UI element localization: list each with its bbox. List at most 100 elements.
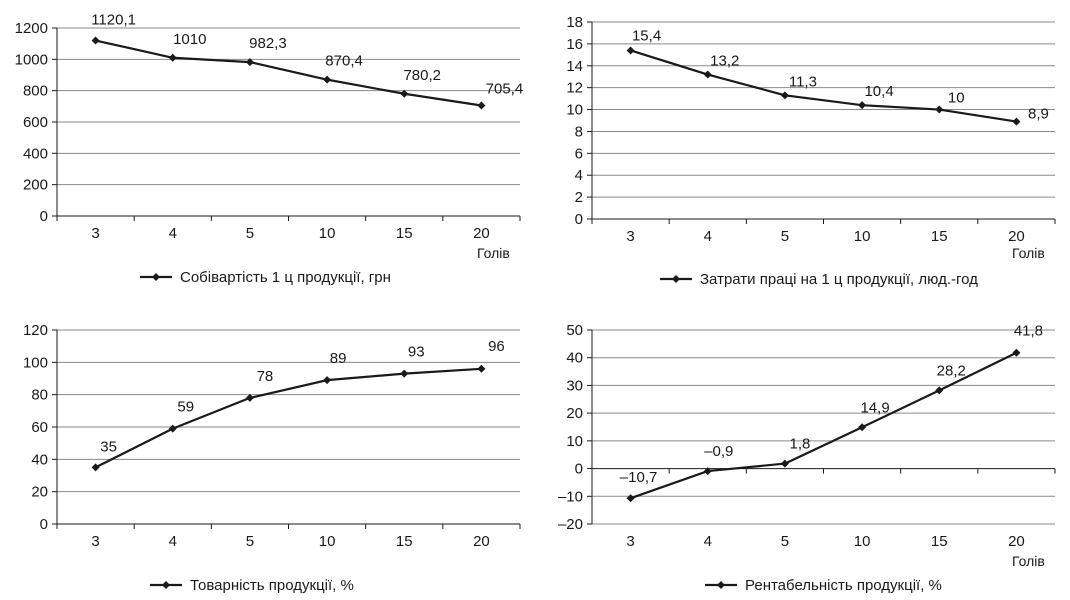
x-tick-label: 3 — [91, 225, 99, 242]
y-tick-label: 400 — [23, 145, 48, 162]
legend-label: Затрати праці на 1 ц продукції, люд.-год — [700, 271, 978, 288]
y-tick-label: 200 — [23, 177, 48, 194]
y-tick-label: 120 — [23, 322, 48, 339]
x-tick-label: 10 — [854, 533, 871, 550]
y-tick-label: –20 — [558, 516, 583, 533]
data-point — [1012, 348, 1021, 357]
x-tick-label: 20 — [1008, 533, 1025, 550]
legend-marker — [152, 273, 160, 281]
legend-label: Товарність продукції, % — [190, 577, 354, 594]
legend: Рентабельність продукції, % — [705, 577, 942, 594]
x-tick-label: 3 — [626, 533, 634, 550]
y-tick-label: 10 — [566, 102, 583, 119]
legend-marker — [717, 581, 725, 589]
y-tick-label: 40 — [31, 451, 48, 468]
x-tick-label: 5 — [781, 228, 789, 245]
data-label: 1,8 — [789, 436, 810, 453]
y-tick-label: 0 — [40, 516, 48, 533]
data-label: 10 — [948, 90, 965, 107]
y-tick-label: 30 — [566, 377, 583, 394]
data-point — [477, 364, 486, 373]
data-point — [245, 393, 254, 402]
y-tick-label: 100 — [23, 354, 48, 371]
x-tick-label: 20 — [473, 533, 490, 550]
data-label: 93 — [408, 344, 425, 361]
data-point — [935, 105, 944, 114]
x-tick-label: 4 — [169, 225, 177, 242]
series-line — [630, 49, 1017, 123]
data-label: 780,2 — [403, 67, 441, 84]
data-label: 89 — [330, 350, 347, 367]
y-tick-label: 0 — [575, 461, 583, 478]
y-tick-label: 1000 — [15, 51, 48, 68]
y-tick-label: 4 — [575, 167, 583, 184]
chart-profitability: –20 –10 0 10 20 30 40 50 3 4 5 10 15 20 Голів –10,7 –0,9… — [558, 322, 1056, 594]
x-tick-label: 20 — [1008, 228, 1025, 245]
x-tick-label: 4 — [169, 533, 177, 550]
legend: Товарність продукції, % — [150, 577, 354, 594]
legend: Собівартість 1 ц продукції, грн — [140, 269, 391, 286]
data-label: 59 — [177, 399, 194, 416]
y-tick-label: 10 — [566, 433, 583, 450]
data-point — [477, 101, 486, 110]
y-tick-label: 1200 — [15, 20, 48, 37]
data-label: 982,3 — [249, 35, 287, 52]
y-tick-label: 800 — [23, 83, 48, 100]
data-point — [703, 70, 712, 79]
data-point — [626, 46, 635, 55]
x-tick-label: 4 — [704, 228, 712, 245]
x-tick-label: 15 — [396, 225, 413, 242]
y-tick-label: –10 — [558, 488, 583, 505]
y-tick-label: 600 — [23, 114, 48, 131]
data-point — [703, 467, 712, 476]
y-tick-label: 0 — [40, 208, 48, 225]
data-point — [91, 463, 100, 472]
y-tick-label: 6 — [575, 145, 583, 162]
data-point — [323, 376, 332, 385]
data-label: 1010 — [173, 31, 206, 48]
data-point — [245, 58, 254, 67]
legend-marker — [672, 275, 680, 283]
x-axis-title: Голів — [1012, 245, 1045, 261]
y-tick-label: 50 — [566, 322, 583, 339]
y-tick-label: 14 — [566, 58, 583, 75]
data-label: 96 — [488, 338, 505, 355]
data-label: –0,9 — [704, 443, 733, 460]
data-label: 14,9 — [860, 399, 889, 416]
data-label: –10,7 — [620, 469, 658, 486]
data-label: 15,4 — [632, 27, 661, 44]
data-label: 1120,1 — [91, 12, 136, 29]
x-tick-label: 10 — [319, 225, 336, 242]
x-tick-label: 3 — [626, 228, 634, 245]
x-tick-label: 20 — [473, 225, 490, 242]
data-point — [935, 386, 944, 395]
y-tick-label: 20 — [566, 405, 583, 422]
data-point — [400, 369, 409, 378]
data-point — [91, 36, 100, 45]
y-tick-label: 8 — [575, 123, 583, 140]
x-tick-label: 15 — [931, 228, 948, 245]
y-tick-label: 80 — [31, 387, 48, 404]
y-tick-label: 12 — [566, 80, 583, 97]
series-line — [95, 367, 482, 469]
data-point — [780, 459, 789, 468]
y-tick-label: 2 — [575, 189, 583, 206]
legend-marker — [162, 581, 170, 589]
x-axis-title: Голів — [477, 245, 510, 261]
legend-label: Собівартість 1 ц продукції, грн — [180, 269, 391, 286]
x-tick-label: 5 — [246, 533, 254, 550]
y-tick-label: 40 — [566, 350, 583, 367]
chart-marketability: 0 20 40 60 80 100 120 3 4 5 10 15 20 35 59 78 89 93 96 Това… — [23, 322, 521, 594]
legend: Затрати праці на 1 ц продукції, люд.-год — [660, 271, 978, 288]
data-point — [400, 89, 409, 98]
x-tick-label: 4 — [704, 533, 712, 550]
x-tick-label: 10 — [319, 533, 336, 550]
data-point — [168, 53, 177, 62]
y-tick-label: 60 — [31, 419, 48, 436]
data-point — [858, 101, 867, 110]
y-tick-label: 18 — [566, 14, 583, 31]
x-tick-label: 15 — [931, 533, 948, 550]
y-tick-label: 0 — [575, 211, 583, 228]
data-label: 8,9 — [1028, 106, 1049, 123]
x-axis-title: Голів — [1012, 553, 1045, 569]
